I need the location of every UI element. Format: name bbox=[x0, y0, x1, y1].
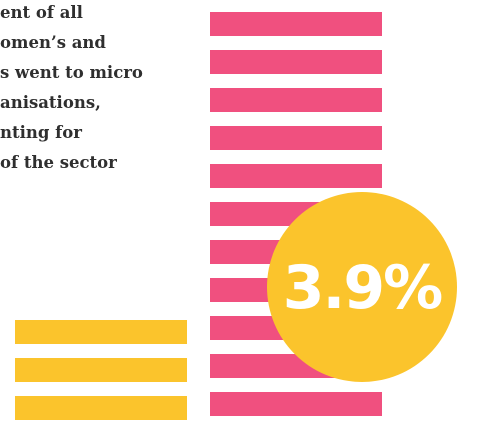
yellow-stripe bbox=[15, 396, 187, 420]
highlight-value: 3.9% bbox=[283, 253, 442, 323]
highlight-circle bbox=[267, 192, 457, 382]
text-line: of the sector bbox=[0, 153, 117, 172]
description: ent of all omen’s and s went to micro anisa… bbox=[0, 3, 143, 172]
pink-stripe bbox=[210, 50, 382, 74]
yellow-stripe bbox=[15, 320, 187, 344]
yellow-stripe bbox=[15, 358, 187, 382]
pink-stripe bbox=[210, 12, 382, 36]
text-line: ent of all bbox=[0, 3, 83, 22]
pink-stripe bbox=[210, 164, 382, 188]
text-line: omen’s and bbox=[0, 33, 106, 52]
text-line: nting for bbox=[0, 123, 82, 142]
text-line: s went to micro bbox=[0, 63, 143, 82]
pink-stripe bbox=[210, 126, 382, 150]
pink-stripe bbox=[210, 392, 382, 416]
text-line: anisations, bbox=[0, 93, 101, 112]
yellow-stripes bbox=[15, 320, 187, 420]
pink-stripe bbox=[210, 88, 382, 112]
